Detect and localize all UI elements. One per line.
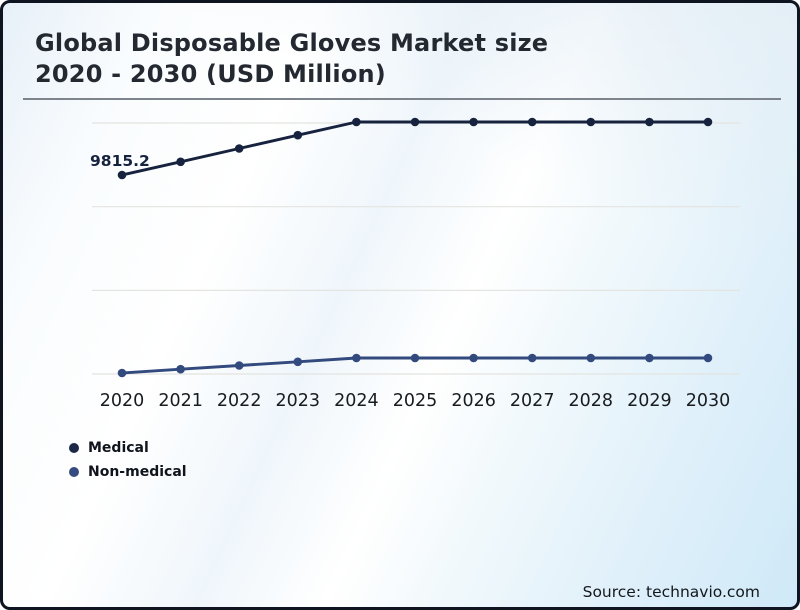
point-medical-2029: [645, 117, 654, 127]
chart-legend: Medical Non-medical: [69, 439, 187, 487]
point-medical-2030: [703, 117, 713, 127]
value-label-medical-2020: 9815.2: [90, 152, 150, 170]
point-medical-2028: [586, 117, 596, 127]
point-non-medical-2025: [410, 353, 420, 363]
point-non-medical-2024: [352, 353, 361, 363]
point-medical-2026: [469, 117, 478, 127]
legend-label-medical: Medical: [88, 439, 149, 456]
point-non-medical-2021: [176, 364, 185, 374]
x-label-2020: 2020: [99, 391, 145, 411]
x-label-2022: 2022: [216, 391, 262, 411]
series-line-medical: [120, 120, 710, 177]
point-non-medical-2020: [117, 368, 127, 378]
x-label-2021: 2021: [158, 391, 203, 411]
x-label-2028: 2028: [568, 391, 614, 411]
x-label-2030: 2030: [685, 391, 731, 411]
title-divider: [23, 98, 781, 100]
legend-dot-medical-icon: [69, 442, 79, 453]
point-medical-2022: [234, 144, 244, 153]
point-non-medical-2028: [586, 353, 596, 363]
point-non-medical-2030: [703, 353, 713, 363]
x-label-2023: 2023: [275, 391, 321, 411]
point-medical-2021: [176, 157, 185, 167]
point-medical-2024: [352, 117, 361, 127]
title-line-1: Global Disposable Gloves Market size: [35, 29, 549, 57]
legend-item-non-medical: Non-medical: [69, 463, 187, 480]
x-label-2025: 2025: [392, 391, 438, 411]
point-medical-2025: [410, 117, 420, 127]
point-non-medical-2026: [469, 353, 478, 363]
title-line-2: 2020 - 2030 (USD Million): [35, 60, 386, 88]
point-non-medical-2029: [645, 353, 654, 363]
chart-canvas: 9815.2: [90, 117, 740, 378]
page-title: Global Disposable Gloves Market size 202…: [35, 28, 548, 90]
legend-dot-non-medical-icon: [69, 466, 79, 477]
x-label-2026: 2026: [451, 391, 496, 411]
legend-item-medical: Medical: [69, 439, 187, 456]
point-non-medical-2022: [234, 361, 244, 370]
point-non-medical-2027: [527, 353, 537, 363]
x-label-2027: 2027: [509, 391, 555, 411]
point-medical-2027: [527, 117, 537, 127]
x-axis-labels: 2020 2021 2022 2023 2024 2025 2026 2027 2028 2029…: [3, 391, 797, 413]
point-non-medical-2023: [293, 357, 303, 367]
source-attribution: Source: technavio.com: [582, 583, 760, 601]
series-line-non-medical: [120, 356, 710, 375]
point-medical-2023: [293, 130, 303, 140]
legend-label-non-medical: Non-medical: [88, 463, 187, 480]
x-label-2029: 2029: [627, 391, 672, 411]
x-label-2024: 2024: [334, 391, 379, 411]
point-medical-2020: [117, 170, 127, 180]
